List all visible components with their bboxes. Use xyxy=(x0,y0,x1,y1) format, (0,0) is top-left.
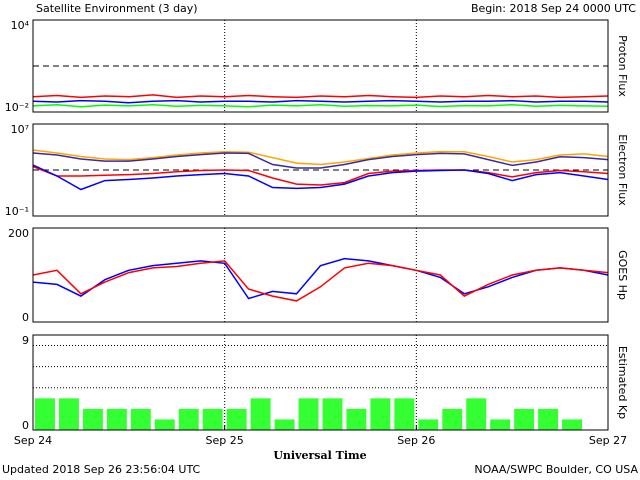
kp-bar xyxy=(106,408,127,430)
kp-bar xyxy=(442,408,463,430)
x-axis-label: Universal Time xyxy=(273,449,366,462)
kp-bar xyxy=(130,408,151,430)
y-axis-label: GOES Hp xyxy=(616,250,629,300)
y-axis-label: Proton Flux xyxy=(616,35,629,97)
kp-bar xyxy=(370,398,391,430)
x-tick-label: Sep 26 xyxy=(397,434,435,447)
flux-line xyxy=(32,103,609,108)
flux-line xyxy=(32,99,609,104)
panel-frame xyxy=(32,19,609,113)
panel-frame xyxy=(32,123,609,217)
kp-bar xyxy=(82,408,103,430)
kp-bar xyxy=(538,408,559,430)
x-tick-label: Sep 27 xyxy=(589,434,627,447)
y-tick-label: 0 xyxy=(22,311,29,324)
kp-bar xyxy=(202,408,223,430)
flux-line xyxy=(32,149,609,166)
y-tick-label: 10⁷ xyxy=(11,123,29,136)
kp-bar xyxy=(322,398,343,430)
kp-bar xyxy=(418,419,439,430)
title: Satellite Environment (3 day) xyxy=(36,2,198,15)
flux-line xyxy=(32,164,609,191)
flux-line xyxy=(32,257,609,300)
y-tick-label: 0 xyxy=(22,419,29,432)
panel-frame xyxy=(32,334,609,431)
y-axis-label: Estimated Kp xyxy=(616,346,629,419)
kp-bar xyxy=(226,408,247,430)
begin-time: Begin: 2018 Sep 24 0000 UTC xyxy=(471,2,636,15)
y-tick-label: 9 xyxy=(22,334,29,347)
y-tick-label: 10⁴ xyxy=(11,19,30,32)
kp-bar xyxy=(562,419,583,430)
kp-bar xyxy=(274,419,295,430)
flux-line xyxy=(32,165,609,186)
kp-bar xyxy=(394,398,415,430)
flux-line xyxy=(32,94,609,99)
source: NOAA/SWPC Boulder, CO USA xyxy=(474,463,638,476)
kp-bar xyxy=(250,398,271,430)
kp-bar xyxy=(346,408,367,430)
kp-bar xyxy=(466,398,487,430)
y-tick-label: 200 xyxy=(8,227,29,240)
y-axis-label: Electron Flux xyxy=(616,134,629,206)
kp-bar xyxy=(178,408,199,430)
kp-bar xyxy=(154,419,175,430)
x-tick-label: Sep 24 xyxy=(14,434,52,447)
y-tick-label: 10⁻² xyxy=(5,101,29,114)
kp-bar xyxy=(58,398,79,430)
kp-bar xyxy=(298,398,319,430)
flux-line xyxy=(32,260,609,302)
kp-bar xyxy=(514,408,535,430)
flux-line xyxy=(32,152,609,169)
x-tick-label: Sep 25 xyxy=(206,434,244,447)
panel-frame xyxy=(32,227,609,323)
kp-bar xyxy=(490,419,511,430)
y-tick-label: 10⁻¹ xyxy=(5,205,29,218)
updated: Updated 2018 Sep 26 23:56:04 UTC xyxy=(2,463,201,476)
kp-bar xyxy=(35,398,55,430)
